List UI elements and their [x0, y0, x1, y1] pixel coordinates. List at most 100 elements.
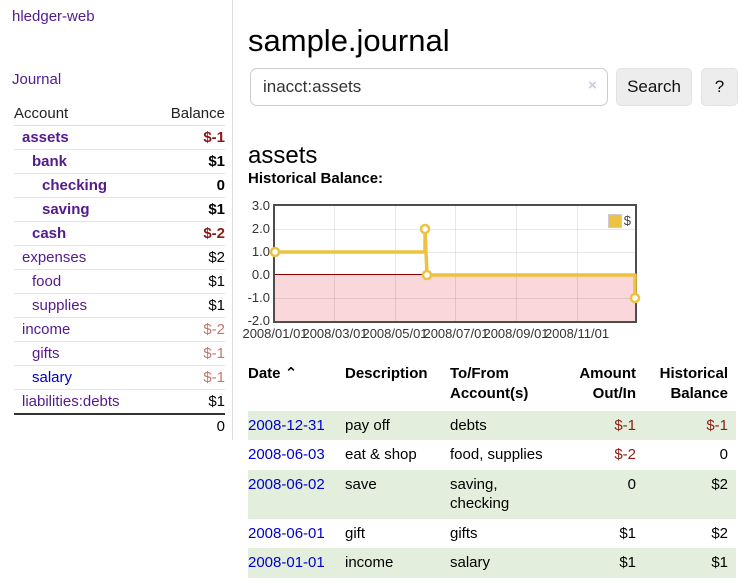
x-tick-label: 2008/03/01 — [302, 326, 368, 341]
help-button[interactable]: ? — [701, 68, 738, 106]
sidebar-account-checking: checking 0 — [14, 174, 225, 198]
transaction-amount: $-2 — [614, 446, 636, 463]
sidebar-account-bank: bank $1 — [14, 150, 225, 174]
transaction-balance: $-1 — [706, 416, 728, 434]
transaction-description: gift — [345, 524, 366, 542]
sidebar-account-food: food $1 — [14, 270, 225, 294]
app-brand-link[interactable]: hledger-web — [12, 8, 95, 25]
column-header-description: Description — [345, 362, 450, 411]
gridline — [395, 206, 396, 321]
search-input[interactable] — [250, 68, 608, 106]
sidebar-accounts-table: Account Balance assets $-1 bank $1 check… — [14, 102, 225, 438]
gridline — [275, 298, 635, 299]
gridline — [577, 206, 578, 321]
transaction-description: save — [345, 475, 377, 493]
transaction-date-link[interactable]: 2008-06-03 — [248, 446, 325, 463]
account-link-saving[interactable]: saving — [42, 201, 90, 218]
balance-series-line — [269, 223, 641, 304]
transaction-amount: 0 — [627, 475, 636, 493]
y-tick-label: 1.0 — [251, 244, 270, 259]
gridline — [275, 252, 635, 253]
transaction-amount: $1 — [619, 524, 636, 542]
transaction-amount: $1 — [619, 554, 636, 571]
sidebar-account-cash: cash $-2 — [14, 222, 225, 246]
transaction-date-link[interactable]: 2008-12-31 — [248, 416, 325, 434]
account-link-expenses[interactable]: expenses — [22, 249, 87, 266]
accounts-header-balance: Balance — [170, 105, 225, 122]
x-tick-label: 2008/05/01 — [362, 326, 428, 341]
transaction-balance: $2 — [711, 524, 728, 542]
account-link-gifts[interactable]: gifts — [32, 345, 60, 362]
transaction-balance: $1 — [711, 554, 728, 571]
account-link-assets[interactable]: assets — [22, 129, 69, 146]
transaction-date-link[interactable]: 2008-06-02 — [248, 475, 325, 493]
account-balance: $1 — [208, 201, 225, 218]
transaction-description: income — [345, 554, 394, 571]
transaction-row: 2008-12-31 pay off debts $-1 $-1 — [248, 410, 736, 440]
transaction-date-link[interactable]: 2008-01-01 — [248, 554, 325, 571]
transaction-amount: $-1 — [614, 416, 636, 434]
account-balance: $1 — [208, 273, 225, 290]
x-tick-label: 2008/11/01 — [544, 326, 610, 341]
accounts-total-row: 0 — [14, 413, 225, 438]
sidebar-divider — [232, 0, 233, 440]
transaction-accounts: salary — [450, 554, 491, 571]
clear-search-icon[interactable]: × — [588, 77, 597, 94]
description-header-label: Description — [345, 365, 428, 382]
transaction-description: eat & shop — [345, 446, 417, 463]
sidebar-account-supplies: supplies $1 — [14, 294, 225, 318]
gridline — [275, 229, 635, 230]
transaction-row: 2008-06-02 save saving, checking 0 $2 — [248, 469, 736, 519]
sidebar-account-income: income $-2 — [14, 318, 225, 342]
transaction-accounts: food, supplies — [450, 446, 543, 463]
amount-header-line1: Amount — [579, 365, 636, 382]
accounts-header-account: Account — [14, 105, 69, 122]
account-link-cash[interactable]: cash — [32, 225, 67, 242]
transaction-row: 2008-06-01 gift gifts $1 $2 — [248, 519, 736, 549]
tofrom-header-line2: Account(s) — [450, 385, 529, 403]
amount-header-line2: Out/In — [592, 385, 636, 403]
legend-swatch-icon — [607, 213, 622, 228]
transaction-row: 2008-01-01 income salary $1 $1 — [248, 548, 736, 578]
x-tick-label: 2008/07/01 — [423, 326, 489, 341]
y-tick-label: 0.0 — [251, 267, 270, 282]
chart-legend: $ — [607, 213, 631, 228]
gridline — [334, 206, 335, 321]
sidebar-account-gifts: gifts $-1 — [14, 342, 225, 366]
search-button[interactable]: Search — [616, 68, 692, 106]
legend-label: $ — [623, 213, 631, 228]
account-link-salary[interactable]: salary — [32, 369, 73, 386]
sidebar-account-liabilities-debts: liabilities:debts $1 — [14, 390, 225, 413]
transaction-description: pay off — [345, 416, 390, 434]
gridline — [516, 206, 517, 321]
column-header-historical-balance: Historical Balance — [644, 362, 736, 411]
account-page-title: assets — [248, 141, 318, 169]
transaction-date-link[interactable]: 2008-06-01 — [248, 524, 325, 542]
historical-balance-chart: $ — [269, 204, 641, 323]
sidebar-item-journal[interactable]: Journal — [12, 71, 62, 88]
column-header-date[interactable]: Date ⌃ — [248, 362, 345, 411]
account-link-supplies[interactable]: supplies — [32, 297, 88, 314]
y-tick-label: -2.0 — [247, 313, 270, 328]
hist-header-line2: Balance — [670, 385, 728, 403]
transaction-balance: 0 — [719, 446, 728, 463]
account-link-bank[interactable]: bank — [32, 153, 68, 170]
account-balance: $-2 — [203, 225, 225, 242]
transaction-row: 2008-06-03 eat & shop food, supplies $-2… — [248, 440, 736, 470]
sort-ascending-icon: ⌃ — [284, 365, 298, 382]
transaction-accounts: debts — [450, 416, 487, 434]
account-link-income[interactable]: income — [22, 321, 71, 338]
account-link-checking[interactable]: checking — [42, 177, 108, 194]
account-link-liabilities-debts[interactable]: liabilities:debts — [22, 393, 120, 410]
account-balance: $1 — [208, 297, 225, 314]
gridline — [455, 206, 456, 321]
chart-title-label: Historical Balance: — [248, 170, 384, 187]
transaction-accounts: saving, checking — [450, 475, 510, 513]
account-link-food[interactable]: food — [32, 273, 62, 290]
hist-header-line1: Historical — [659, 365, 728, 382]
account-balance: $-1 — [203, 129, 225, 146]
account-balance: $1 — [208, 393, 225, 410]
x-tick-label: 2008/01/01 — [242, 326, 308, 341]
x-tick-label: 2008/09/01 — [483, 326, 549, 341]
sidebar-account-assets: assets $-1 — [14, 126, 225, 150]
